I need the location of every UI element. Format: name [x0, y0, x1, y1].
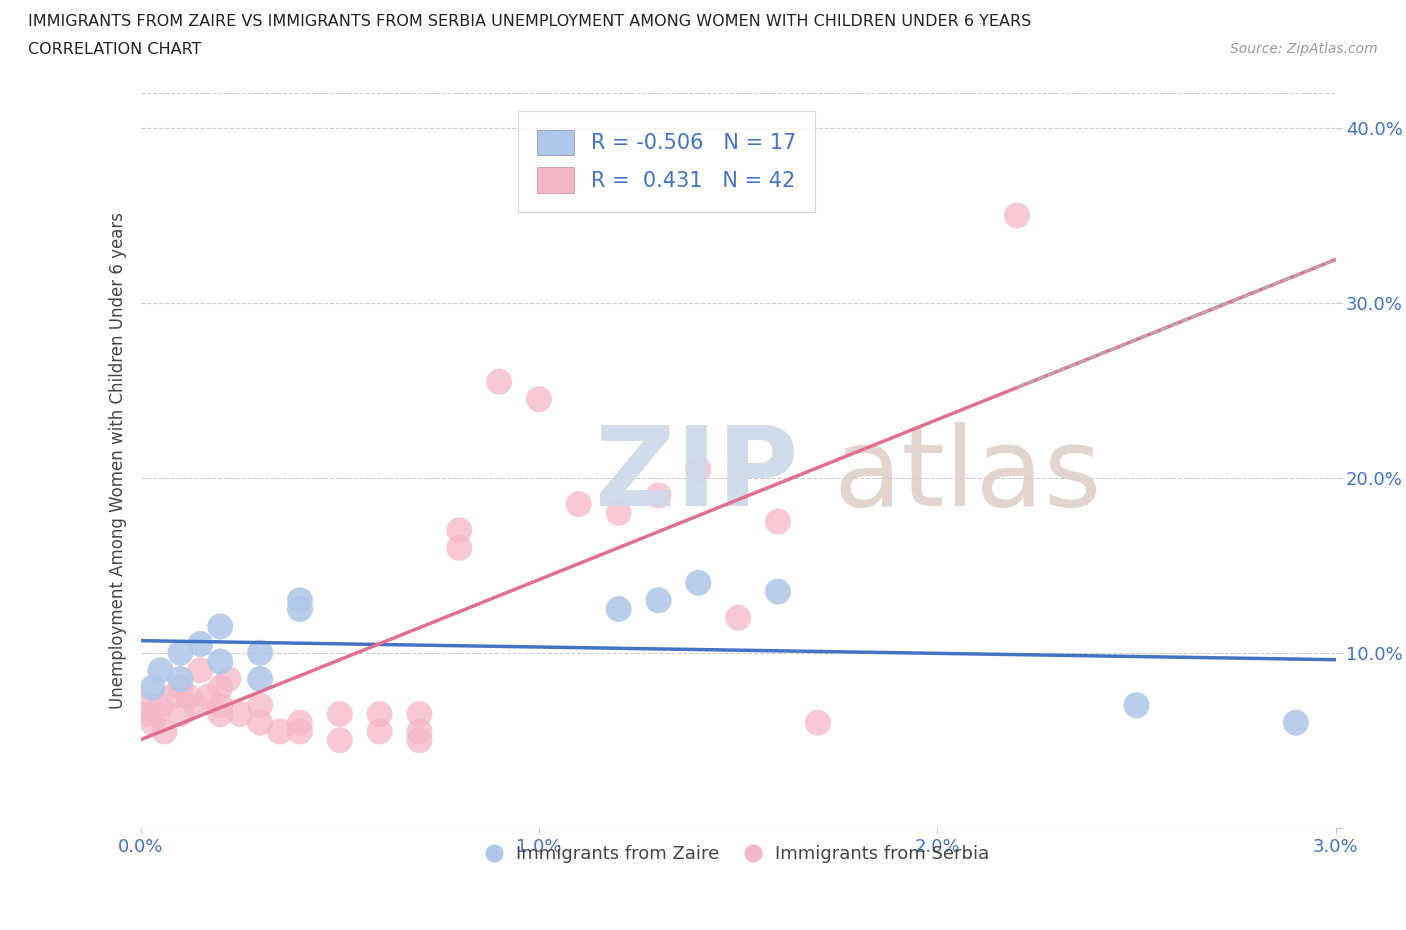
- Point: [188, 663, 212, 678]
- Text: atlas: atlas: [834, 421, 1102, 528]
- Point: [449, 540, 471, 555]
- Point: [209, 681, 232, 696]
- Point: [807, 715, 830, 730]
- Point: [647, 592, 669, 607]
- Point: [209, 654, 232, 669]
- Point: [288, 715, 311, 730]
- Point: [1005, 208, 1028, 223]
- Point: [197, 689, 219, 704]
- Point: [727, 610, 749, 625]
- Point: [1285, 715, 1308, 730]
- Point: [368, 707, 391, 722]
- Point: [368, 724, 391, 739]
- Point: [408, 724, 430, 739]
- Point: [169, 681, 191, 696]
- Point: [153, 724, 176, 739]
- Text: IMMIGRANTS FROM ZAIRE VS IMMIGRANTS FROM SERBIA UNEMPLOYMENT AMONG WOMEN WITH CH: IMMIGRANTS FROM ZAIRE VS IMMIGRANTS FROM…: [28, 14, 1032, 29]
- Point: [527, 392, 550, 406]
- Point: [149, 663, 172, 678]
- Point: [249, 671, 271, 686]
- Text: Source: ZipAtlas.com: Source: ZipAtlas.com: [1230, 42, 1378, 56]
- Point: [188, 637, 212, 652]
- Point: [169, 707, 191, 722]
- Point: [162, 689, 184, 704]
- Point: [488, 374, 510, 389]
- Point: [138, 698, 160, 712]
- Text: ZIP: ZIP: [595, 421, 799, 528]
- Point: [766, 514, 789, 529]
- Point: [145, 707, 167, 722]
- Text: CORRELATION CHART: CORRELATION CHART: [28, 42, 201, 57]
- Point: [288, 592, 311, 607]
- Point: [141, 681, 163, 696]
- Point: [134, 707, 156, 722]
- Point: [288, 724, 311, 739]
- Point: [408, 733, 430, 748]
- Point: [149, 698, 172, 712]
- Point: [229, 707, 252, 722]
- Point: [209, 619, 232, 634]
- Point: [449, 523, 471, 538]
- Point: [249, 645, 271, 660]
- Point: [329, 733, 352, 748]
- Point: [1125, 698, 1147, 712]
- Point: [408, 707, 430, 722]
- Point: [249, 698, 271, 712]
- Point: [269, 724, 291, 739]
- Point: [329, 707, 352, 722]
- Point: [688, 576, 710, 591]
- Point: [288, 602, 311, 617]
- Point: [169, 645, 191, 660]
- Point: [568, 497, 591, 512]
- Point: [766, 584, 789, 599]
- Point: [169, 671, 191, 686]
- Point: [217, 671, 239, 686]
- Y-axis label: Unemployment Among Women with Children Under 6 years: Unemployment Among Women with Children U…: [108, 212, 127, 709]
- Point: [209, 707, 232, 722]
- Point: [647, 488, 669, 503]
- Point: [607, 505, 630, 520]
- Point: [209, 698, 232, 712]
- Point: [141, 715, 163, 730]
- Point: [249, 715, 271, 730]
- Point: [186, 698, 208, 712]
- Legend: Immigrants from Zaire, Immigrants from Serbia: Immigrants from Zaire, Immigrants from S…: [479, 838, 997, 870]
- Point: [688, 461, 710, 476]
- Point: [607, 602, 630, 617]
- Point: [177, 689, 200, 704]
